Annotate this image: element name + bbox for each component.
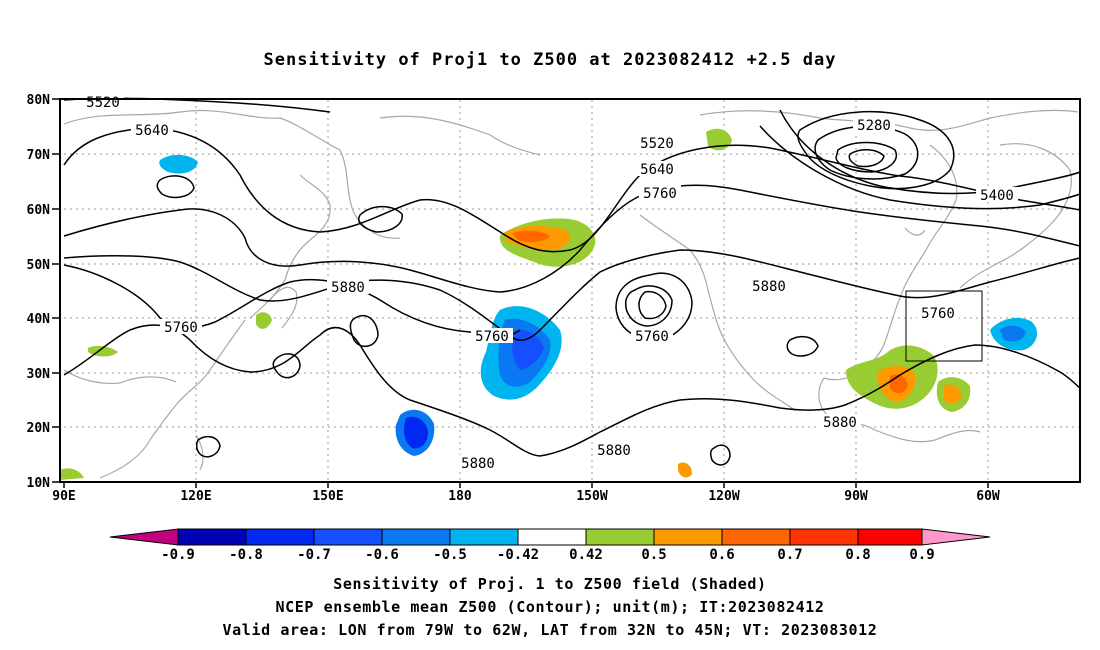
colorbar-box bbox=[245, 528, 315, 546]
latitude-labels: 80N 70N 60N 50N 40N 30N 20N 10N bbox=[27, 93, 51, 491]
contour-label: 5520 bbox=[640, 136, 674, 152]
contour-label: 5760 bbox=[921, 306, 955, 322]
axis-ticks bbox=[52, 98, 989, 488]
lat-label: 20N bbox=[27, 421, 51, 436]
colorbar-box bbox=[653, 528, 723, 546]
contour-labels: 5520 5640 5520 5640 5760 5280 5400 5880 5760 5760… bbox=[82, 94, 1018, 472]
lon-label: 90E bbox=[52, 489, 75, 504]
contour-label-bg bbox=[160, 319, 202, 334]
contour-label: 5640 bbox=[640, 162, 674, 178]
colorbar-box bbox=[449, 528, 519, 546]
lon-label: 150W bbox=[576, 489, 607, 504]
lat-label: 10N bbox=[27, 476, 51, 491]
lon-label: 120W bbox=[708, 489, 739, 504]
map-title: Sensitivity of Proj1 to Z500 at 20230824… bbox=[263, 50, 837, 70]
colorbar-label: 0.5 bbox=[641, 547, 666, 563]
colorbar-box bbox=[789, 528, 859, 546]
coastlines bbox=[63, 109, 1079, 479]
colorbar-label: -0.42 bbox=[497, 547, 539, 563]
colorbar-label: -0.6 bbox=[365, 547, 399, 563]
colorbar-box bbox=[313, 528, 383, 546]
contour-label: 5880 bbox=[752, 279, 786, 295]
contour-label: 5640 bbox=[135, 123, 169, 139]
lat-label: 40N bbox=[27, 312, 51, 327]
contour-label: 5520 bbox=[86, 95, 120, 111]
contour-label-bg bbox=[748, 278, 790, 293]
contour-label-bg bbox=[976, 187, 1018, 202]
lon-label: 180 bbox=[448, 489, 472, 504]
contour-label-bg bbox=[853, 117, 895, 132]
contour-label: 5400 bbox=[980, 188, 1014, 204]
longitude-labels: 90E 120E 150E 180 150W 120W 90W 60W bbox=[52, 489, 1000, 504]
contour-label: 5880 bbox=[331, 280, 365, 296]
colorbar-box bbox=[517, 528, 587, 546]
contour-label: 5880 bbox=[461, 456, 495, 472]
contour-label-bg bbox=[639, 185, 681, 200]
colorbar-label: 0.42 bbox=[569, 547, 603, 563]
footer-line-2: NCEP ensemble mean Z500 (Contour); unit(… bbox=[275, 598, 825, 616]
colorbar-box bbox=[381, 528, 451, 546]
colorbar-label: 0.6 bbox=[709, 547, 734, 563]
lat-label: 30N bbox=[27, 367, 51, 382]
valid-area-box bbox=[905, 290, 983, 362]
colorbar-box bbox=[721, 528, 791, 546]
colorbar-label: 0.7 bbox=[777, 547, 802, 563]
gridlines bbox=[64, 100, 1080, 482]
lon-label: 150E bbox=[312, 489, 343, 504]
footer-line-1: Sensitivity of Proj. 1 to Z500 field (Sh… bbox=[333, 575, 767, 593]
contour-label: 5760 bbox=[635, 329, 669, 345]
map-frame bbox=[59, 98, 1081, 483]
lon-label: 120E bbox=[180, 489, 211, 504]
lat-label: 70N bbox=[27, 148, 51, 163]
colorbar-high-triangle bbox=[921, 528, 991, 546]
contour-label-bg bbox=[471, 328, 513, 343]
colorbar-low-triangle bbox=[109, 528, 179, 546]
contour-label-bg bbox=[636, 161, 678, 176]
contour-label-bg bbox=[82, 94, 124, 109]
colorbar-label: -0.7 bbox=[297, 547, 331, 563]
colorbar-label: 0.9 bbox=[909, 547, 934, 563]
colorbar-label: 0.8 bbox=[845, 547, 870, 563]
contour-label: 5880 bbox=[597, 443, 631, 459]
colorbar-box bbox=[857, 528, 923, 546]
contour-label-bg bbox=[131, 122, 173, 137]
lon-label: 90W bbox=[844, 489, 868, 504]
colorbar-labels: -0.9 -0.8 -0.7 -0.6 -0.5 -0.42 0.42 0.5 … bbox=[161, 547, 935, 563]
contour-label-bg bbox=[819, 414, 861, 429]
contour-label: 5760 bbox=[164, 320, 198, 336]
colorbar bbox=[109, 528, 991, 546]
contour-label: 5760 bbox=[475, 329, 509, 345]
lat-label: 50N bbox=[27, 258, 51, 273]
contour-label-bg bbox=[457, 455, 499, 470]
colorbar-label: -0.9 bbox=[161, 547, 195, 563]
contour-label-bg bbox=[327, 279, 369, 294]
z500-contours bbox=[63, 97, 1081, 466]
contour-label-bg bbox=[636, 135, 678, 150]
lat-label: 60N bbox=[27, 203, 51, 218]
lon-label: 60W bbox=[976, 489, 1000, 504]
colorbar-label: -0.8 bbox=[229, 547, 263, 563]
contour-label-bg bbox=[593, 442, 635, 457]
contour-label-bg bbox=[631, 328, 673, 343]
colorbar-box bbox=[585, 528, 655, 546]
colorbar-label: -0.5 bbox=[433, 547, 467, 563]
colorbar-box bbox=[177, 528, 247, 546]
contour-label: 5760 bbox=[643, 186, 677, 202]
contour-label-bg bbox=[917, 305, 959, 320]
contour-label: 5880 bbox=[823, 415, 857, 431]
lat-label: 80N bbox=[27, 93, 51, 108]
sensitivity-shading bbox=[60, 128, 1038, 480]
contour-label: 5280 bbox=[857, 118, 891, 134]
footer-line-3: Valid area: LON from 79W to 62W, LAT fro… bbox=[222, 621, 878, 639]
